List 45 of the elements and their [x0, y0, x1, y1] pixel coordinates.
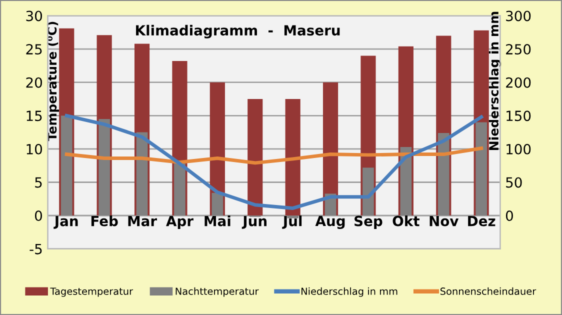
y2-tick-label: 50: [506, 177, 522, 188]
y2-tick-label: 0: [506, 210, 513, 222]
x-tick-label: Dez: [468, 216, 496, 226]
bar: [212, 192, 224, 216]
bar: [285, 99, 300, 216]
x-tick-label: Sep: [354, 216, 382, 229]
bar: [476, 122, 487, 216]
y-tick-label: 30: [26, 10, 42, 22]
bar: [98, 118, 110, 216]
legend-label: Sonnenscheindauer: [440, 287, 536, 295]
x-tick-label: Nov: [430, 216, 459, 226]
legend-label: Tagestemperatur: [50, 288, 134, 297]
bar: [60, 116, 72, 216]
y2-axis-title: Niederschlag in mm: [488, 12, 502, 150]
y2-tick-label: 100: [506, 144, 531, 154]
x-tick-label: Apr: [166, 216, 194, 229]
line-series: [64, 146, 484, 165]
x-tick-label: Jun: [242, 216, 267, 229]
text: Klimadiagramm - Maseru: [136, 24, 340, 38]
legend-label: Nachttemperatur: [176, 287, 259, 297]
y-tick-label: 20: [26, 77, 42, 88]
x-tick-label: Mar: [128, 216, 158, 226]
y-tick-label: 25: [26, 44, 42, 55]
y-tick-label: -5: [30, 244, 42, 254]
legend-label: Niederschlag in mm: [302, 287, 398, 297]
y-tick-label: 10: [26, 144, 42, 154]
y-tick-label: 5: [35, 177, 42, 188]
x-tick-label: Aug: [315, 216, 345, 229]
line-series: [64, 114, 484, 210]
y2-tick-label: 250: [506, 44, 531, 55]
x-tick-label: Jul: [282, 216, 302, 229]
x-tick-label: Mai: [204, 216, 230, 226]
y-tick-label: 15: [26, 110, 42, 122]
x-tick-label: Jan: [54, 216, 78, 229]
y2-tick-label: 200: [506, 77, 531, 88]
x-tick-label: Okt: [392, 216, 420, 226]
bar: [438, 132, 450, 216]
bar: [248, 99, 263, 216]
y-tick-label: 0: [34, 210, 42, 222]
y2-tick-label: 300: [506, 10, 531, 22]
y2-tick-label: 150: [506, 110, 531, 122]
x-tick-label: Feb: [91, 216, 118, 226]
bar: [287, 216, 298, 218]
bar: [174, 162, 186, 216]
bar: [362, 168, 374, 216]
